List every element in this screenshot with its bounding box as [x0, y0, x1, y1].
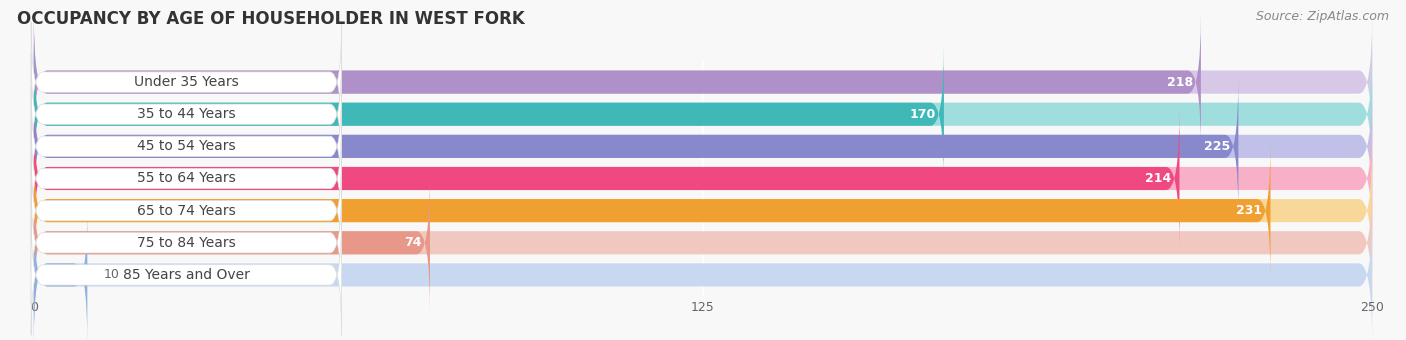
- FancyBboxPatch shape: [34, 13, 1372, 151]
- Text: Under 35 Years: Under 35 Years: [134, 75, 239, 89]
- Text: 45 to 54 Years: 45 to 54 Years: [136, 139, 236, 153]
- FancyBboxPatch shape: [31, 54, 342, 175]
- Text: 218: 218: [1167, 75, 1192, 89]
- FancyBboxPatch shape: [34, 46, 943, 183]
- Text: 75 to 84 Years: 75 to 84 Years: [136, 236, 236, 250]
- FancyBboxPatch shape: [31, 86, 342, 207]
- Text: 65 to 74 Years: 65 to 74 Years: [136, 204, 236, 218]
- FancyBboxPatch shape: [34, 174, 430, 311]
- FancyBboxPatch shape: [34, 206, 87, 340]
- FancyBboxPatch shape: [34, 142, 1372, 279]
- Text: 214: 214: [1146, 172, 1171, 185]
- FancyBboxPatch shape: [31, 21, 342, 142]
- Text: 55 to 64 Years: 55 to 64 Years: [136, 171, 236, 186]
- FancyBboxPatch shape: [34, 110, 1372, 247]
- FancyBboxPatch shape: [34, 78, 1372, 215]
- FancyBboxPatch shape: [34, 174, 1372, 311]
- Text: OCCUPANCY BY AGE OF HOUSEHOLDER IN WEST FORK: OCCUPANCY BY AGE OF HOUSEHOLDER IN WEST …: [17, 10, 524, 28]
- FancyBboxPatch shape: [34, 206, 1372, 340]
- FancyBboxPatch shape: [31, 118, 342, 239]
- Text: 35 to 44 Years: 35 to 44 Years: [136, 107, 236, 121]
- Text: 225: 225: [1204, 140, 1230, 153]
- Text: 10: 10: [104, 268, 120, 282]
- FancyBboxPatch shape: [34, 13, 1201, 151]
- FancyBboxPatch shape: [34, 142, 1271, 279]
- Text: 74: 74: [405, 236, 422, 249]
- Text: 170: 170: [910, 108, 936, 121]
- FancyBboxPatch shape: [31, 182, 342, 303]
- FancyBboxPatch shape: [34, 110, 1180, 247]
- FancyBboxPatch shape: [31, 150, 342, 271]
- Text: 85 Years and Over: 85 Years and Over: [122, 268, 250, 282]
- FancyBboxPatch shape: [31, 215, 342, 336]
- FancyBboxPatch shape: [34, 78, 1239, 215]
- Text: 231: 231: [1236, 204, 1263, 217]
- FancyBboxPatch shape: [34, 46, 1372, 183]
- Text: Source: ZipAtlas.com: Source: ZipAtlas.com: [1256, 10, 1389, 23]
